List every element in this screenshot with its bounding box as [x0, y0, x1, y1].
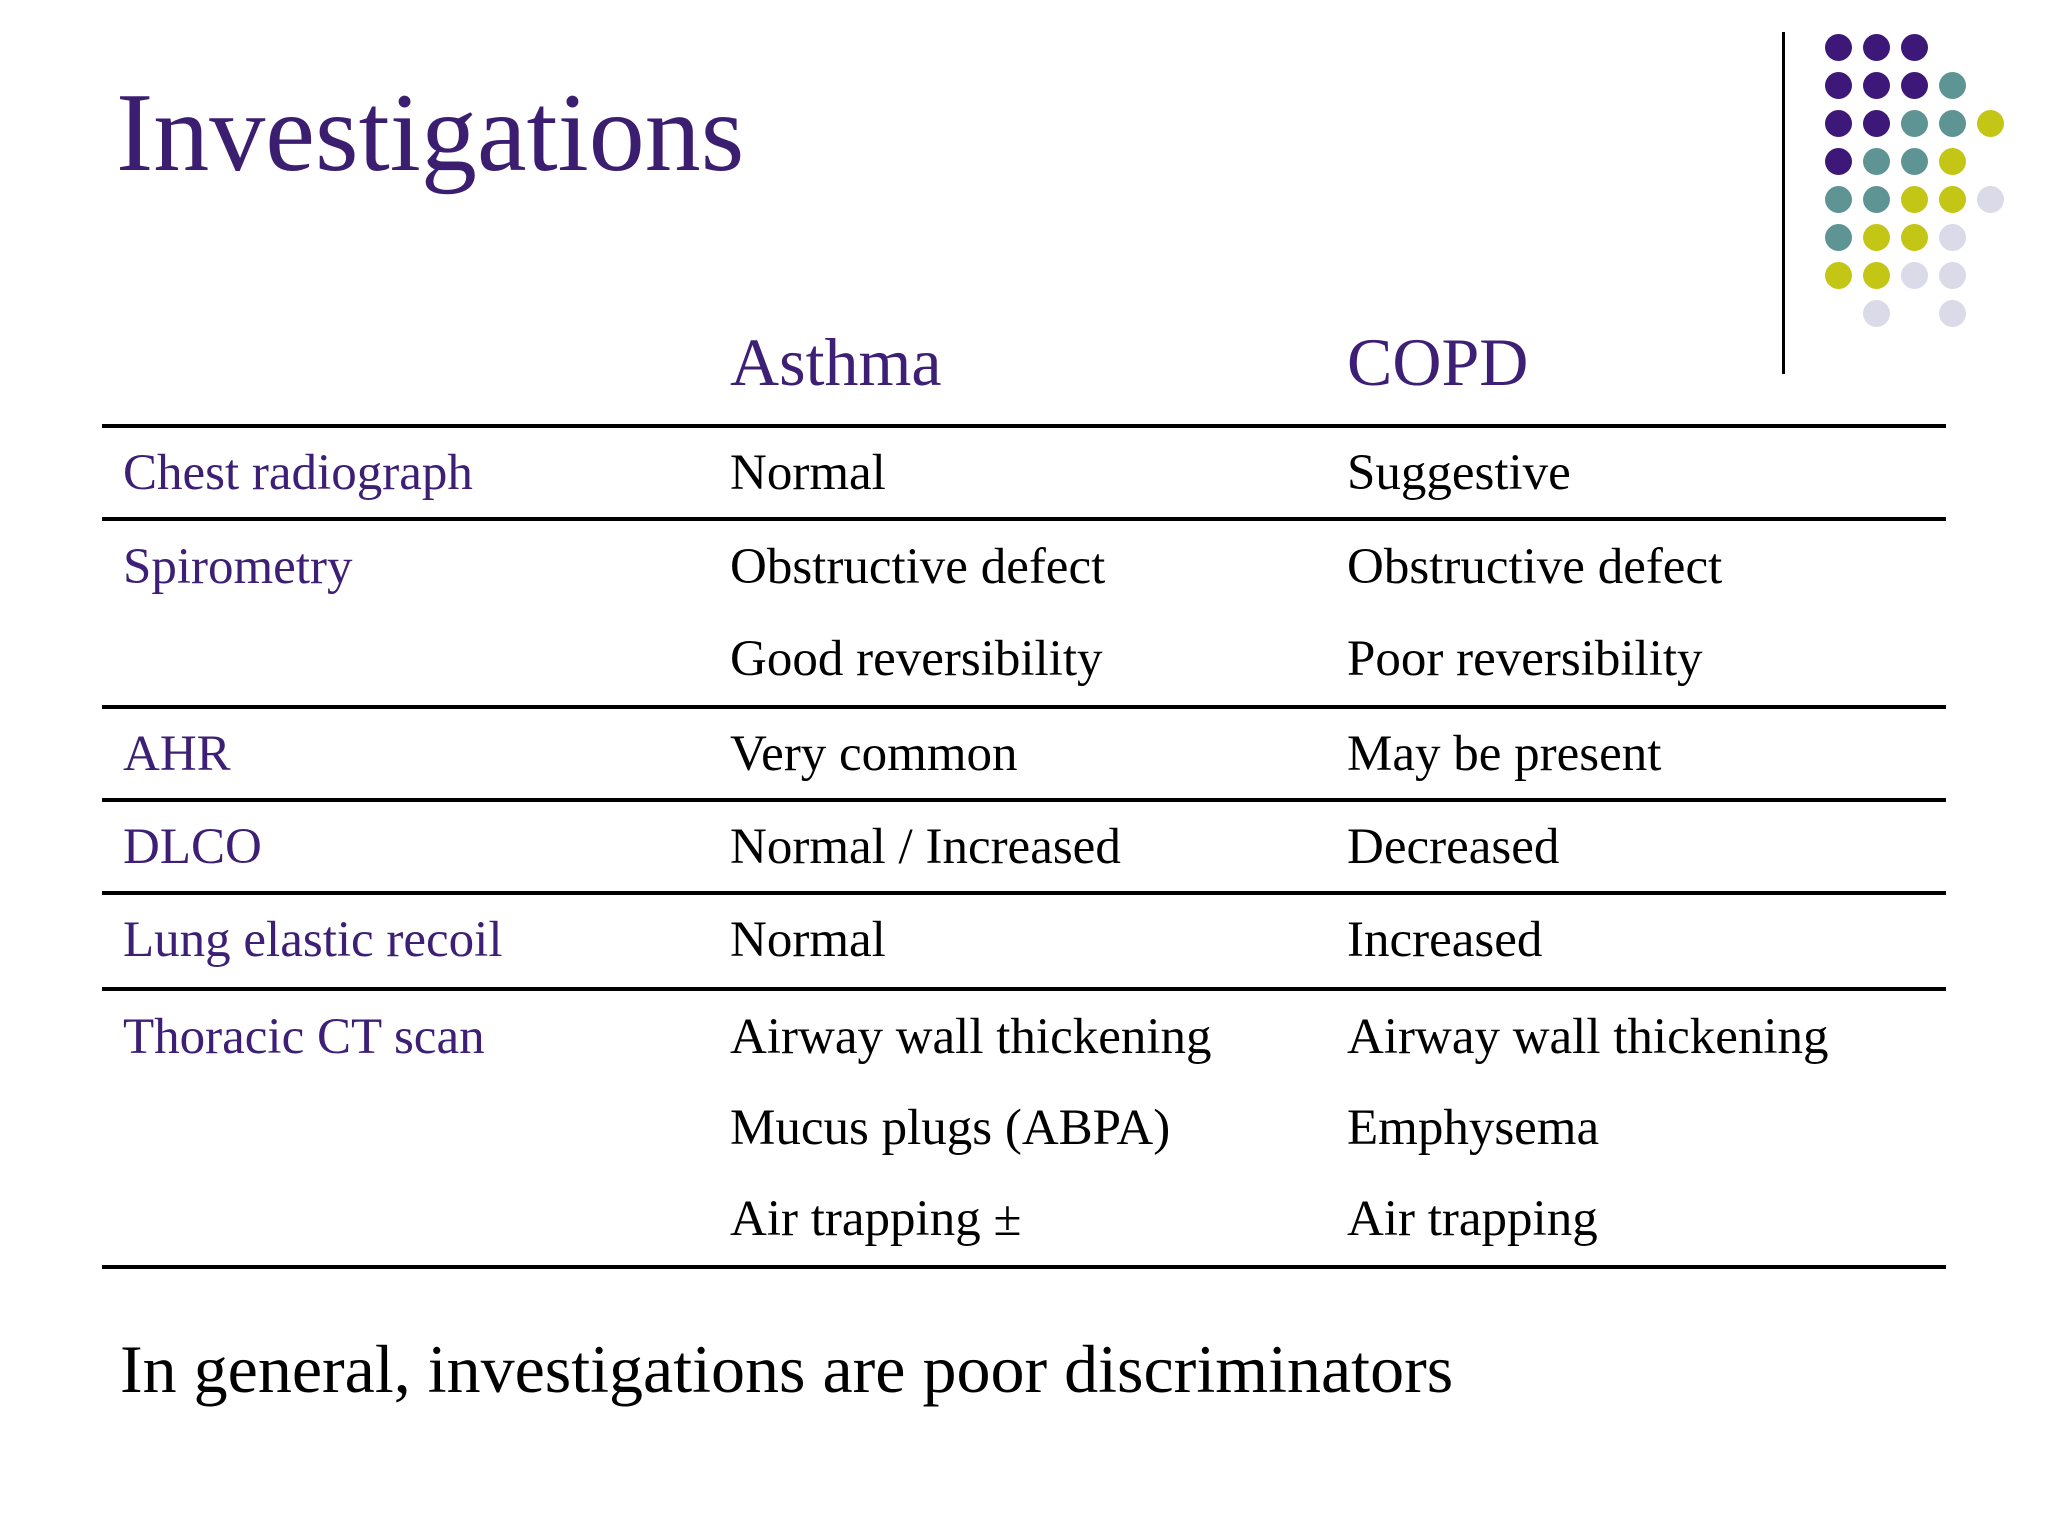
decor-dot-teal [1900, 147, 1928, 175]
table-row-ahr: AHR Very common May be present [102, 705, 1946, 798]
asthma-value: Normal [730, 911, 886, 968]
decor-dot-lavender [1938, 223, 1966, 251]
asthma-value: Air trapping ± [730, 1190, 1022, 1247]
decor-dot-teal [1900, 109, 1928, 137]
row-label: Spirometry [123, 539, 353, 595]
decor-dot-purple [1900, 33, 1928, 61]
decor-dot-purple [1824, 71, 1852, 99]
row-label: AHR [123, 725, 231, 782]
asthma-value: Normal [730, 444, 886, 501]
copd-value: Airway wall thickening [1347, 1008, 1829, 1065]
decor-dot-teal [1824, 185, 1852, 213]
decor-dot-yellow [1976, 109, 2004, 137]
decor-dot-teal [1862, 185, 1890, 213]
table-row-lung-elastic-recoil: Lung elastic recoil Normal Increased [102, 891, 1946, 987]
column-header-copd: COPD [1347, 324, 1529, 400]
column-header-asthma: Asthma [730, 324, 942, 400]
copd-value: May be present [1347, 725, 1662, 782]
decor-dot-teal [1862, 147, 1890, 175]
decor-dot-purple [1824, 147, 1852, 175]
row-label: Chest radiograph [123, 444, 473, 501]
decor-dot-yellow [1824, 261, 1852, 289]
decor-dot-yellow [1938, 185, 1966, 213]
decor-dot-lavender [1938, 299, 1966, 327]
asthma-value: Obstructive defect [730, 539, 1106, 595]
copd-value: Poor reversibility [1347, 631, 1703, 687]
decor-dot-purple [1862, 33, 1890, 61]
asthma-value: Good reversibility [730, 631, 1103, 687]
conclusion-text: In general, investigations are poor disc… [120, 1331, 1454, 1407]
decor-dot-lavender [1862, 299, 1890, 327]
decor-dot-purple [1862, 71, 1890, 99]
decor-dot-purple [1862, 109, 1890, 137]
decor-dot-yellow [1900, 223, 1928, 251]
table-row-dlco: DLCO Normal / Increased Decreased [102, 798, 1946, 891]
row-label: Thoracic CT scan [123, 1008, 485, 1065]
decor-dot-teal [1938, 71, 1966, 99]
table-header-row: Asthma COPD [102, 324, 1946, 424]
row-label: DLCO [123, 818, 262, 875]
decor-dot-teal [1938, 109, 1966, 137]
decor-dot-yellow [1900, 185, 1928, 213]
decor-dot-yellow [1862, 261, 1890, 289]
asthma-value: Very common [730, 725, 1018, 782]
slide-title: Investigations [116, 71, 745, 195]
decor-dot-teal [1824, 223, 1852, 251]
asthma-value: Normal / Increased [730, 818, 1121, 875]
decor-dot-lavender [1976, 185, 2004, 213]
asthma-copd-comparison-table: Asthma COPD Chest radiograph Normal Sugg… [102, 324, 1946, 1269]
asthma-value: Airway wall thickening [730, 1008, 1212, 1065]
copd-value: Emphysema [1347, 1099, 1600, 1156]
copd-value: Obstructive defect [1347, 539, 1723, 595]
decor-dot-lavender [1900, 261, 1928, 289]
decor-dot-purple [1900, 71, 1928, 99]
copd-value: Increased [1347, 911, 1543, 968]
decor-dot-purple [1824, 33, 1852, 61]
copd-value: Air trapping [1347, 1190, 1598, 1247]
decor-dot-yellow [1862, 223, 1890, 251]
table-row-chest-radiograph: Chest radiograph Normal Suggestive [102, 424, 1946, 517]
decor-dot-lavender [1938, 261, 1966, 289]
table-row-thoracic-ct-scan: Thoracic CT scan Airway wall thickening … [102, 987, 1946, 1265]
copd-value: Decreased [1347, 818, 1560, 875]
decoration-vertical-line [1782, 32, 1785, 374]
decor-dot-purple [1824, 109, 1852, 137]
row-label: Lung elastic recoil [123, 911, 503, 968]
table-row-spirometry: Spirometry Obstructive defect Good rever… [102, 517, 1946, 705]
decor-dot-yellow [1938, 147, 1966, 175]
copd-value: Suggestive [1347, 444, 1571, 501]
asthma-value: Mucus plugs (ABPA) [730, 1099, 1171, 1156]
